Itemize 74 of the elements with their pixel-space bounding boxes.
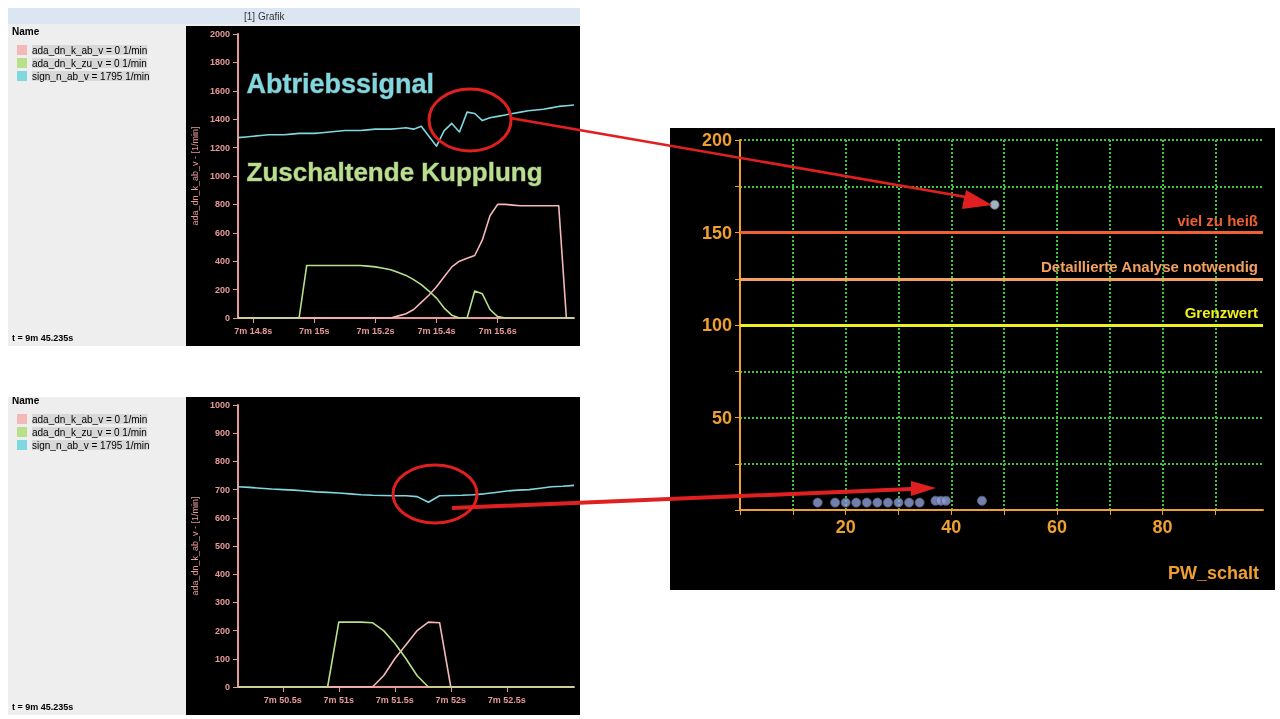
x-tick-label: 7m 52s [435,694,467,705]
y-tick-label: 900 [214,428,230,439]
legend-label: ada_dn_k_ab_v = 0 1/min [32,44,148,56]
legend-title: Name [12,25,40,37]
y-tick-label: 1200 [209,142,230,153]
chart-title: [1] Grafik [244,10,286,22]
legend-label: sign_n_ab_v = 1795 1/min [32,439,150,451]
x-tick-label: 60 [1046,517,1067,537]
ref-line-label: Grenzwert [1184,304,1258,321]
y-tick-label: 150 [701,222,732,243]
point [941,495,952,506]
x-tick-label: 80 [1152,517,1173,537]
x-tick-label: 7m 50.5s [263,694,302,705]
point [893,497,904,508]
y-tick-label: 800 [214,199,230,210]
legend-label: ada_dn_k_zu_v = 0 1/min [32,426,147,438]
ref-line-label: viel zu heiß [1177,211,1258,229]
point [861,497,872,508]
y-tick-label: 50 [711,407,732,428]
x-tick-label: 7m 15.4s [417,325,456,336]
y-tick-label: 600 [214,512,230,523]
x-tick-label: 7m 15.6s [478,325,517,336]
x-tick-label: 7m 52.5s [487,694,526,705]
y-tick-label: 0 [224,682,230,692]
x-tick-label: 20 [835,517,856,537]
annotation: Zuschaltende Kupplung [246,156,543,187]
y-tick-label: 700 [214,484,230,495]
text: t = 9m 45.235s [12,332,74,343]
y-tick-label: 300 [214,597,230,608]
y-tick-label: 2000 [209,29,230,39]
legend-label: ada_dn_k_ab_v = 0 1/min [32,413,148,425]
y-tick-label: 0 [224,313,230,323]
x-tick-label: 7m 14.8s [234,325,273,336]
legend-label: ada_dn_k_zu_v = 0 1/min [32,57,147,69]
y-axis-title: ada_dn_k_ab_v - [1/min] [189,496,200,596]
line-series [237,104,575,147]
point [976,495,987,506]
x-axis-title: PW_schalt [1167,563,1260,583]
ref-line-label: Detaillierte Analyse notwendig [1041,257,1258,275]
y-tick-label: 600 [214,227,230,238]
y-axis-title: ada_dn_k_ab_v - [1/min] [189,126,200,226]
x-tick-label: 7m 51s [323,694,355,705]
x-tick-label: 7m 15s [299,325,330,336]
point [882,497,893,508]
text: t = 9m 45.235s [12,701,74,712]
y-tick-label: 200 [214,625,230,636]
y-tick-label: 500 [214,541,230,551]
y-tick-label: 1000 [209,400,230,410]
y-tick-label: 100 [701,315,732,335]
y-tick-label: 1600 [209,85,230,96]
point [914,497,925,508]
legend-title: Name [12,394,40,406]
point [851,497,862,508]
y-tick-label: 100 [214,653,230,664]
y-tick-label: 1800 [209,57,230,68]
x-tick-label: 7m 51.5s [375,694,414,705]
point [812,497,823,508]
line-series [237,484,575,504]
annotation: Abtriebssignal [246,69,435,99]
point [872,497,883,508]
y-tick-label: 1400 [209,114,230,125]
legend-label: sign_n_ab_v = 1795 1/min [32,70,150,82]
y-tick-label: 400 [214,256,230,267]
point [989,199,1000,210]
x-tick-label: 7m 15.2s [356,325,395,336]
y-tick-label: 800 [214,456,230,467]
y-tick-label: 400 [214,569,230,580]
x-tick-label: 40 [941,517,962,537]
y-tick-label: 1000 [209,171,230,181]
point [840,497,851,508]
y-tick-label: 200 [701,130,732,150]
point [904,497,915,508]
point [830,497,841,508]
y-tick-label: 200 [214,284,230,295]
